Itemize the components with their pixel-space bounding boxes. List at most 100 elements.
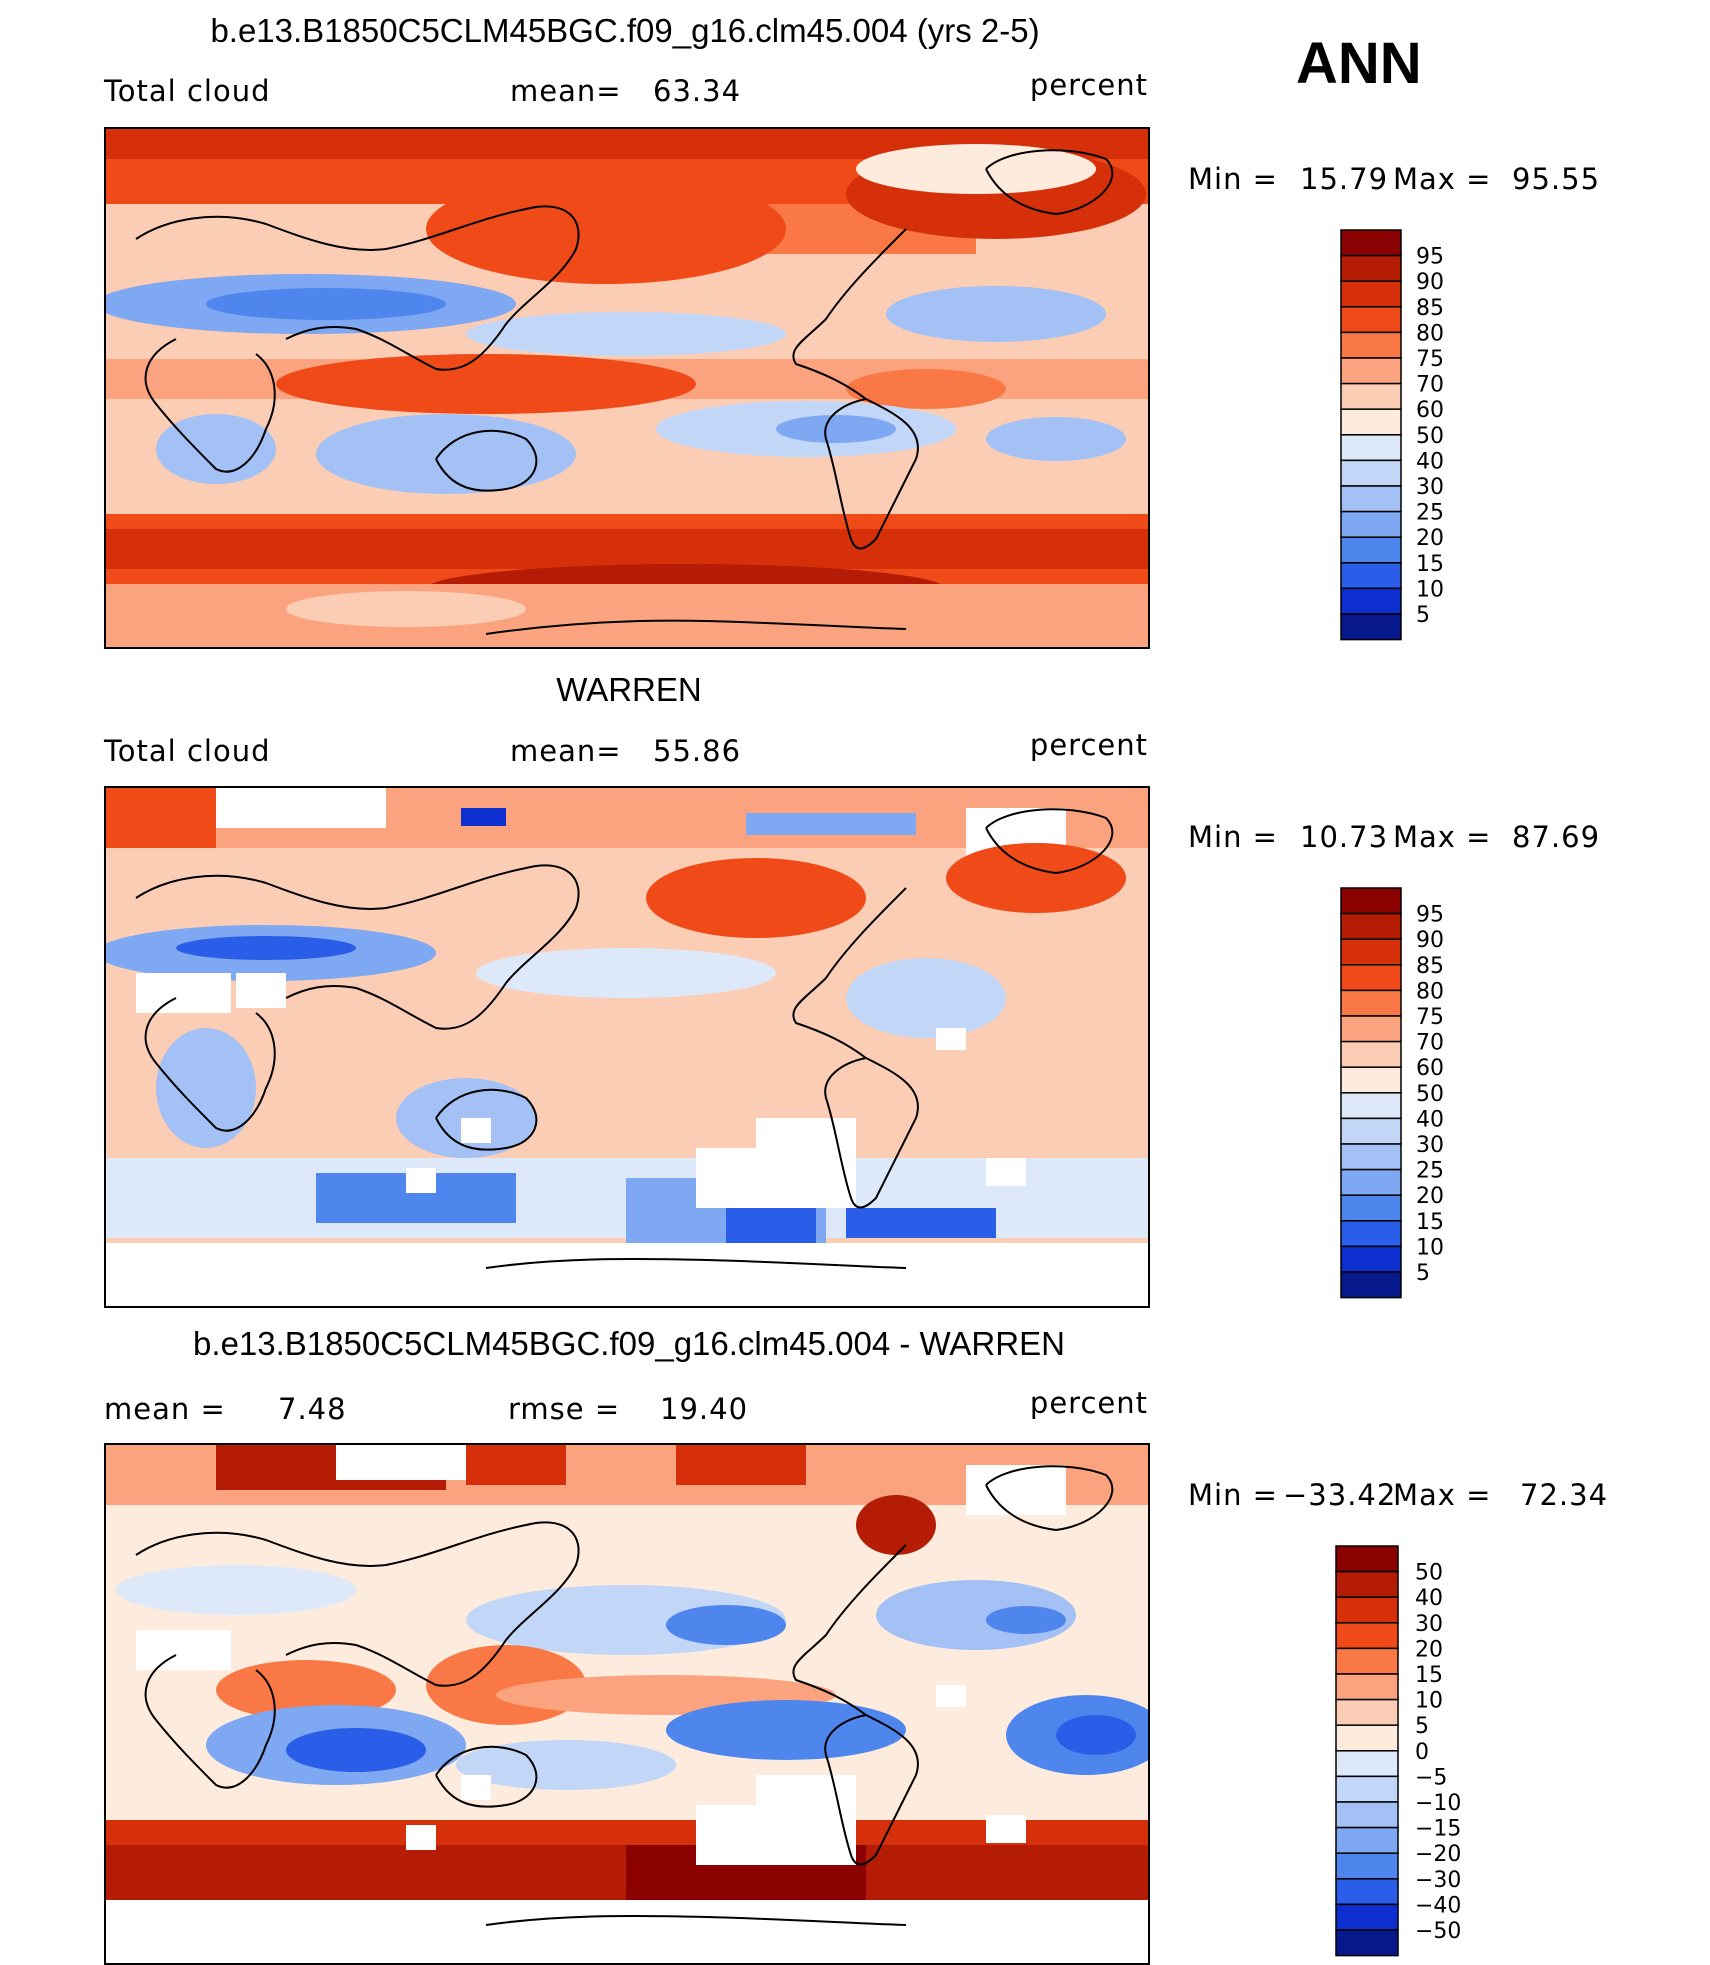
panel-3-colorbar-swatch <box>1335 1929 1399 1957</box>
panel-1-colorbar-swatch <box>1340 485 1402 513</box>
panel-3-colorbar-tick-label: 20 <box>1415 1637 1443 1662</box>
panel-1-colorbar-swatch <box>1340 229 1402 257</box>
panel-3-colorbar-tick-label: 50 <box>1415 1561 1443 1586</box>
panel-1-colorbar-tick-label: 15 <box>1416 552 1444 577</box>
panel-2-colorbar-swatch <box>1340 1194 1402 1222</box>
panel-3-colorbar-swatch <box>1335 1775 1399 1803</box>
panel-3-colorbar-swatch <box>1335 1647 1399 1675</box>
panel-3-colorbar-tick-label: −30 <box>1415 1868 1461 1893</box>
panel-2-max-label: Max = <box>1393 820 1492 854</box>
panel-2-colorbar-swatch <box>1340 1245 1402 1273</box>
panel-3-colorbar-tick-label: 0 <box>1415 1740 1429 1765</box>
panel-3-mean-value: 7.48 <box>278 1392 347 1426</box>
panel-3-colorbar-swatch <box>1335 1750 1399 1778</box>
panel-2-colorbar-tick-label: 50 <box>1416 1082 1444 1107</box>
panel-1-colorbar-swatch <box>1340 562 1402 590</box>
panel-2-min-label: Min = <box>1188 820 1278 854</box>
panel-3-colorbar-tick-label: −50 <box>1415 1919 1461 1944</box>
panel-1-colorbar-swatch <box>1340 280 1402 308</box>
panel-1-variable: Total cloud <box>104 74 271 108</box>
panel-2-colorbar-tick-label: 5 <box>1416 1261 1430 1286</box>
panel-1-colorbar-tick-label: 10 <box>1416 577 1444 602</box>
panel-1-min-value: 15.79 <box>1300 162 1389 196</box>
panel-3-colorbar-tick-label: −40 <box>1415 1893 1461 1918</box>
panel-3-map-svg <box>106 1445 1148 1963</box>
panel-1-map-svg <box>106 129 1148 647</box>
panel-3-colorbar-swatch <box>1335 1545 1399 1573</box>
panel-2-colorbar-tick-label: 25 <box>1416 1159 1444 1184</box>
panel-3-min-label: Min = <box>1188 1478 1278 1512</box>
panel-3-colorbar-swatch <box>1335 1903 1399 1931</box>
panel-1-colorbar-tick-label: 60 <box>1416 398 1444 423</box>
panel-1-colorbar-tick-label: 30 <box>1416 475 1444 500</box>
panel-2-colorbar-tick-label: 10 <box>1416 1235 1444 1260</box>
panel-2-max-value: 87.69 <box>1512 820 1601 854</box>
panel-1-colorbar-tick-label: 25 <box>1416 501 1444 526</box>
panel-3-rmse-label: rmse = <box>508 1392 621 1426</box>
panel-1-colorbar-swatch <box>1340 434 1402 462</box>
panel-2-map-svg <box>106 788 1148 1306</box>
panel-2-colorbar-tick-label: 75 <box>1416 1005 1444 1030</box>
panel-2-colorbar-swatch <box>1340 1015 1402 1043</box>
panel-1-max-label: Max = <box>1393 162 1492 196</box>
panel-2-title: WARREN <box>556 671 702 708</box>
panel-1-mean-value: 63.34 <box>653 74 742 108</box>
panel-1-colorbar-tick-label: 90 <box>1416 270 1444 295</box>
panel-1-title: b.e13.B1850C5CLM45BGC.f09_g16.clm45.004 … <box>210 12 1040 49</box>
panel-2-colorbar-tick-label: 80 <box>1416 979 1444 1004</box>
panel-2-colorbar-tick-label: 30 <box>1416 1133 1444 1158</box>
panel-1-colorbar-tick-label: 50 <box>1416 424 1444 449</box>
panel-1-colorbar-swatch <box>1340 357 1402 385</box>
panel-1-max-value: 95.55 <box>1512 162 1601 196</box>
panel-3-colorbar-swatch <box>1335 1698 1399 1726</box>
panel-3-colorbar-swatch <box>1335 1801 1399 1829</box>
panel-2-colorbar-swatch <box>1340 1220 1402 1248</box>
panel-3-colorbar-tick-label: −10 <box>1415 1791 1461 1816</box>
panel-3-colorbar-tick-label: −15 <box>1415 1817 1461 1842</box>
panel-3-colorbar-tick-label: 40 <box>1415 1586 1443 1611</box>
panel-1-colorbar-swatch <box>1340 254 1402 282</box>
panel-1-colorbar-swatch <box>1340 408 1402 436</box>
panel-2-colorbar-swatch <box>1340 938 1402 966</box>
panel-2-colorbar-swatch <box>1340 1168 1402 1196</box>
panel-3-colorbar-tick-label: 15 <box>1415 1663 1443 1688</box>
panel-2-min-value: 10.73 <box>1300 820 1389 854</box>
panel-1-colorbar-tick-label: 95 <box>1416 245 1444 270</box>
panel-3-mean-label: mean = <box>104 1392 226 1426</box>
panel-2-colorbar-swatch <box>1340 989 1402 1017</box>
panel-3-colorbar-tick-label: 5 <box>1415 1714 1429 1739</box>
panel-3-colorbar-swatch <box>1335 1673 1399 1701</box>
panel-1-colorbar-tick-label: 70 <box>1416 373 1444 398</box>
panel-3-colorbar-swatch <box>1335 1826 1399 1854</box>
panel-1-colorbar-tick-label: 5 <box>1416 603 1430 628</box>
panel-1-colorbar-swatch <box>1340 536 1402 564</box>
panel-1-colorbar-tick-label: 80 <box>1416 321 1444 346</box>
panel-1-colorbar-swatch <box>1340 331 1402 359</box>
panel-1-mean-label: mean= <box>510 74 622 108</box>
panel-1-units: percent <box>1029 68 1148 102</box>
panel-2-colorbar-tick-label: 60 <box>1416 1056 1444 1081</box>
panel-2-variable: Total cloud <box>104 734 271 768</box>
panel-3-colorbar-swatch <box>1335 1596 1399 1624</box>
panel-3-colorbar: 50 40 30 20 15 10 5 0 −5 −10 −15 −20 −30 −40 −50 <box>1335 1545 1475 1959</box>
panel-2-units: percent <box>1029 728 1148 762</box>
panel-3-map <box>104 1443 1150 1965</box>
panel-2-colorbar-swatch <box>1340 912 1402 940</box>
panel-1-min-label: Min = <box>1188 162 1278 196</box>
panel-2-map <box>104 786 1150 1308</box>
panel-1-colorbar: 95 90 85 80 75 70 60 50 40 30 25 20 15 10 5 <box>1340 229 1480 643</box>
panel-2-colorbar-tick-label: 20 <box>1416 1184 1444 1209</box>
panel-3-colorbar-swatch <box>1335 1878 1399 1906</box>
panel-3-units: percent <box>1029 1386 1148 1420</box>
panel-1-colorbar-swatch <box>1340 613 1402 641</box>
panel-3-colorbar-tick-label: 10 <box>1415 1689 1443 1714</box>
panel-1-colorbar-swatch <box>1340 306 1402 334</box>
panel-3-colorbar-swatch <box>1335 1622 1399 1650</box>
season-label: ANN <box>1296 31 1422 96</box>
panel-1-map <box>104 127 1150 649</box>
panel-3-colorbar-tick-label: −5 <box>1415 1765 1447 1790</box>
panel-3-colorbar-swatch <box>1335 1570 1399 1598</box>
panel-2-colorbar-tick-label: 40 <box>1416 1107 1444 1132</box>
